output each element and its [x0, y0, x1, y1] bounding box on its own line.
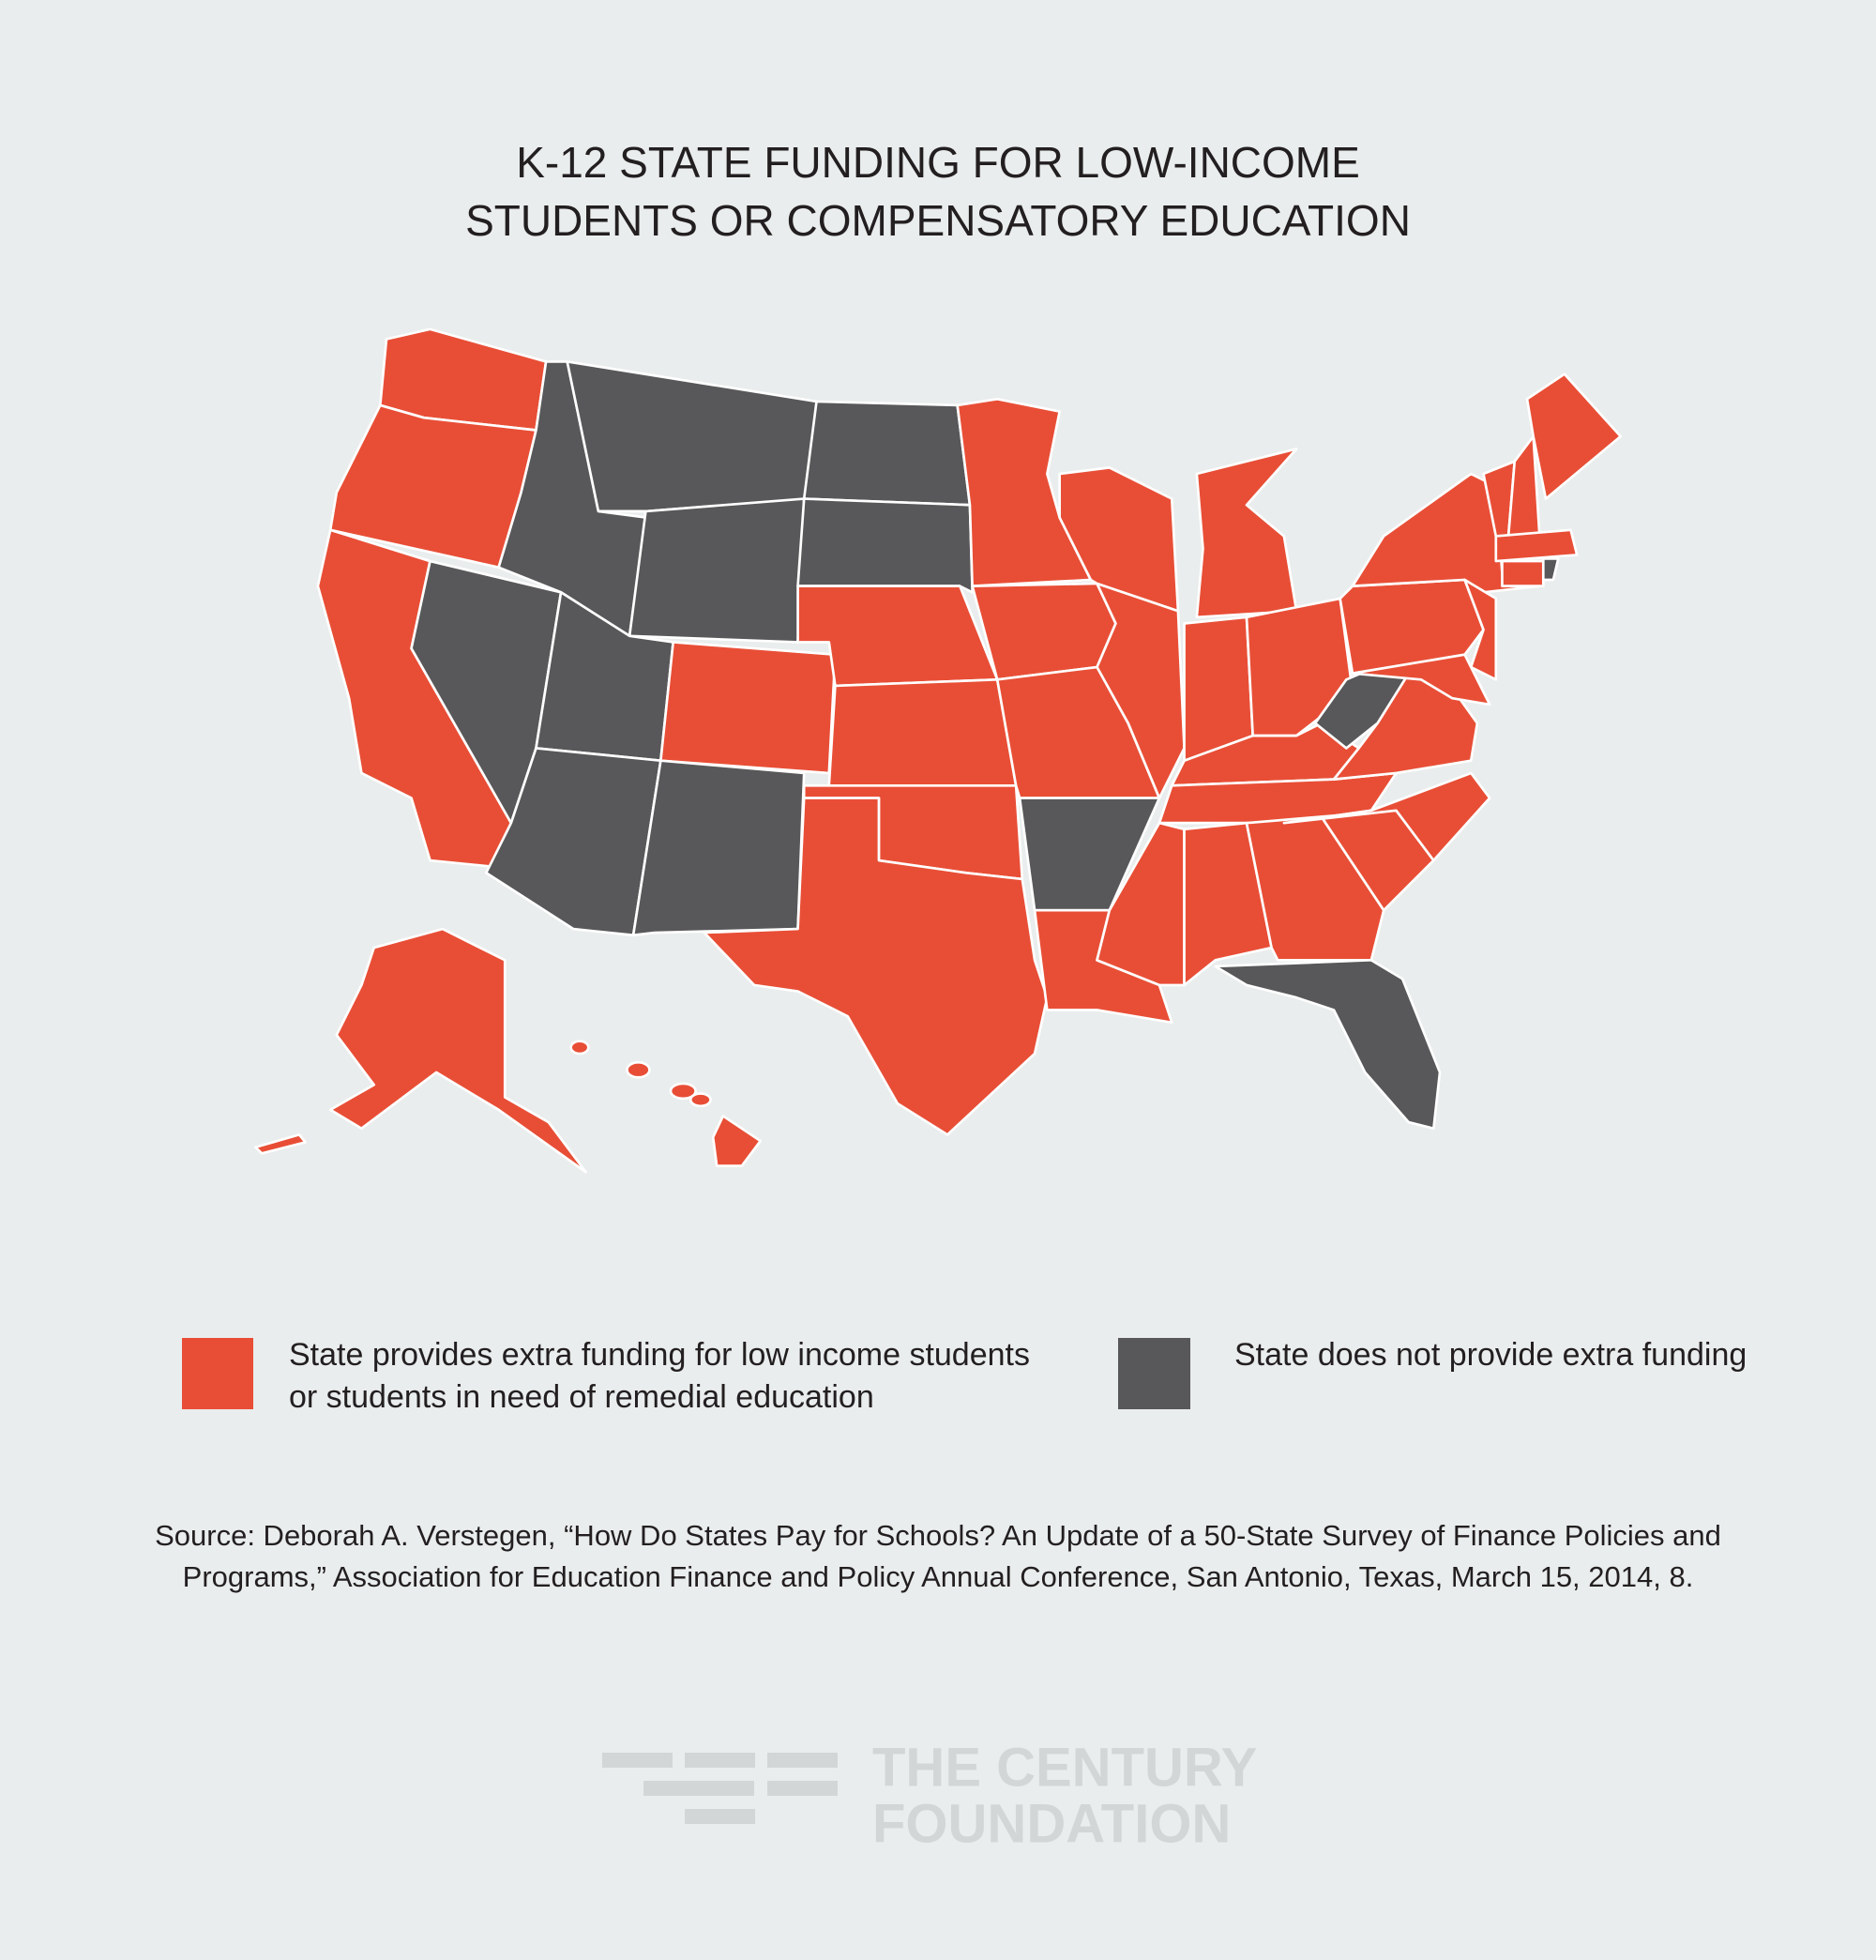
logo-text: THE CENTURY	[872, 1737, 1257, 1798]
logo-bar	[767, 1753, 838, 1768]
state	[971, 582, 1117, 681]
state	[1351, 653, 1491, 707]
us-map	[254, 327, 1623, 1174]
state	[796, 497, 974, 594]
state	[688, 1092, 712, 1108]
title-line: K-12 STATE FUNDING FOR LOW-INCOME	[516, 138, 1360, 187]
logo-bar	[602, 1753, 673, 1768]
source-line: Source: Deborah A. Verstegen, “How Do St…	[155, 1519, 1721, 1552]
state	[669, 1082, 697, 1101]
state	[328, 927, 587, 1174]
legend-label: or students in need of remedial educatio…	[289, 1379, 874, 1415]
state	[659, 641, 837, 775]
legend-label: State provides extra funding for low inc…	[289, 1337, 1030, 1373]
state	[1214, 959, 1442, 1131]
state	[1096, 582, 1186, 799]
legend-swatch	[1118, 1338, 1190, 1409]
state	[254, 1133, 307, 1155]
state	[711, 1115, 763, 1167]
title-line: STUDENTS OR COMPENSATORY EDUCATION	[465, 196, 1411, 245]
logo-mark	[602, 1753, 838, 1824]
state	[1282, 771, 1491, 862]
logo-text: FOUNDATION	[872, 1793, 1231, 1854]
state	[1506, 434, 1541, 538]
state	[827, 677, 1018, 787]
state	[626, 1060, 651, 1079]
state	[1463, 578, 1498, 681]
state	[628, 497, 806, 644]
state	[569, 1040, 590, 1056]
state	[566, 360, 818, 513]
logo-bar	[767, 1781, 838, 1796]
source-line: Programs,” Association for Education Fin…	[183, 1560, 1694, 1593]
state	[1183, 821, 1273, 987]
state	[1494, 528, 1579, 563]
state	[1541, 557, 1560, 582]
logo-bar	[643, 1781, 754, 1796]
state	[1195, 448, 1298, 619]
state	[703, 797, 1049, 1136]
state	[631, 759, 806, 937]
legend-label: State does not provide extra funding	[1234, 1337, 1747, 1373]
state	[802, 400, 972, 507]
state	[1501, 559, 1545, 587]
legend-swatch	[182, 1338, 253, 1409]
logo-bar	[685, 1753, 755, 1768]
logo-bar	[685, 1809, 755, 1824]
state	[1525, 372, 1623, 500]
